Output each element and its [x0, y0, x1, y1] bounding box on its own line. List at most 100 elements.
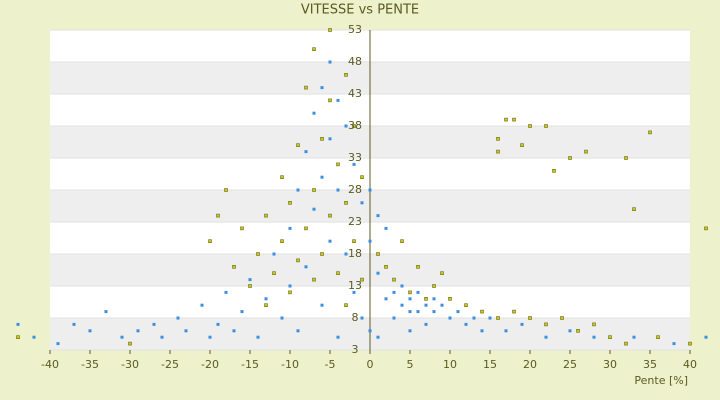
y-tick-label: 48 — [348, 55, 362, 68]
point — [304, 226, 308, 231]
point — [288, 290, 292, 295]
point — [528, 316, 532, 320]
point — [480, 309, 484, 314]
point — [184, 329, 188, 333]
point — [368, 188, 372, 192]
point — [408, 297, 412, 301]
x-tick-label: 30 — [603, 358, 617, 371]
point — [320, 303, 324, 307]
point — [352, 124, 356, 128]
point — [312, 188, 316, 192]
point — [304, 85, 308, 90]
point — [224, 290, 228, 294]
point — [344, 73, 348, 77]
point — [272, 271, 276, 276]
point — [328, 137, 332, 141]
point — [376, 252, 380, 256]
point — [360, 316, 364, 320]
point — [328, 98, 332, 103]
x-tick-label: -5 — [325, 358, 336, 371]
point — [544, 335, 548, 339]
point — [344, 303, 348, 308]
point — [72, 322, 76, 326]
point — [496, 149, 500, 154]
point — [288, 284, 292, 288]
point — [56, 342, 60, 346]
point — [336, 162, 340, 167]
point — [104, 310, 108, 314]
point — [344, 201, 348, 205]
point — [232, 264, 236, 269]
point — [448, 296, 452, 301]
point — [296, 143, 300, 147]
point — [352, 162, 356, 166]
point — [312, 111, 316, 115]
point — [320, 137, 324, 141]
point — [224, 188, 228, 192]
y-tick-label: 43 — [348, 87, 362, 100]
x-axis-label: Pente [%] — [634, 374, 688, 387]
point — [424, 296, 428, 301]
point — [512, 117, 516, 122]
point — [480, 329, 484, 333]
point — [368, 239, 372, 243]
x-tick-label: 40 — [683, 358, 697, 371]
point — [584, 149, 588, 154]
point — [416, 290, 420, 294]
point — [472, 316, 476, 320]
point — [160, 335, 164, 339]
point — [688, 341, 692, 346]
point — [464, 303, 468, 308]
point — [232, 329, 236, 333]
point — [176, 316, 180, 320]
y-tick-label: 13 — [348, 279, 362, 292]
point — [648, 130, 652, 135]
point — [280, 175, 284, 179]
point — [312, 47, 316, 52]
point — [344, 252, 348, 256]
point — [216, 322, 220, 326]
point — [448, 316, 452, 320]
point — [608, 335, 612, 340]
point — [424, 322, 428, 326]
point — [528, 124, 532, 128]
point — [360, 277, 364, 282]
y-tick-label: 23 — [348, 215, 362, 228]
point — [312, 277, 316, 282]
y-tick-label: 33 — [348, 151, 362, 164]
point — [120, 335, 124, 339]
point — [360, 175, 364, 179]
chart-title: VITESSE vs PENTE — [301, 3, 419, 18]
point — [256, 335, 260, 339]
y-tick-label: 28 — [348, 183, 362, 196]
point — [632, 207, 636, 211]
x-tick-label: 25 — [563, 358, 577, 371]
point — [504, 329, 508, 333]
point — [328, 213, 332, 218]
point — [320, 175, 324, 179]
point — [360, 201, 364, 205]
point — [432, 310, 436, 314]
point — [704, 226, 708, 231]
x-tick-label: 35 — [643, 358, 657, 371]
point — [544, 124, 548, 128]
point — [16, 322, 20, 326]
point — [240, 310, 244, 314]
y-tick-label: 18 — [348, 247, 362, 260]
point — [440, 271, 444, 276]
x-tick-label: 10 — [443, 358, 457, 371]
x-tick-label: 15 — [483, 358, 497, 371]
point — [296, 258, 300, 263]
point — [16, 335, 20, 340]
point — [624, 341, 628, 346]
point — [424, 303, 428, 307]
point — [344, 124, 348, 128]
point — [392, 290, 396, 294]
point — [304, 265, 308, 269]
point — [328, 60, 332, 64]
point — [384, 297, 388, 301]
point — [416, 310, 420, 314]
point — [320, 86, 324, 90]
point — [336, 188, 340, 192]
